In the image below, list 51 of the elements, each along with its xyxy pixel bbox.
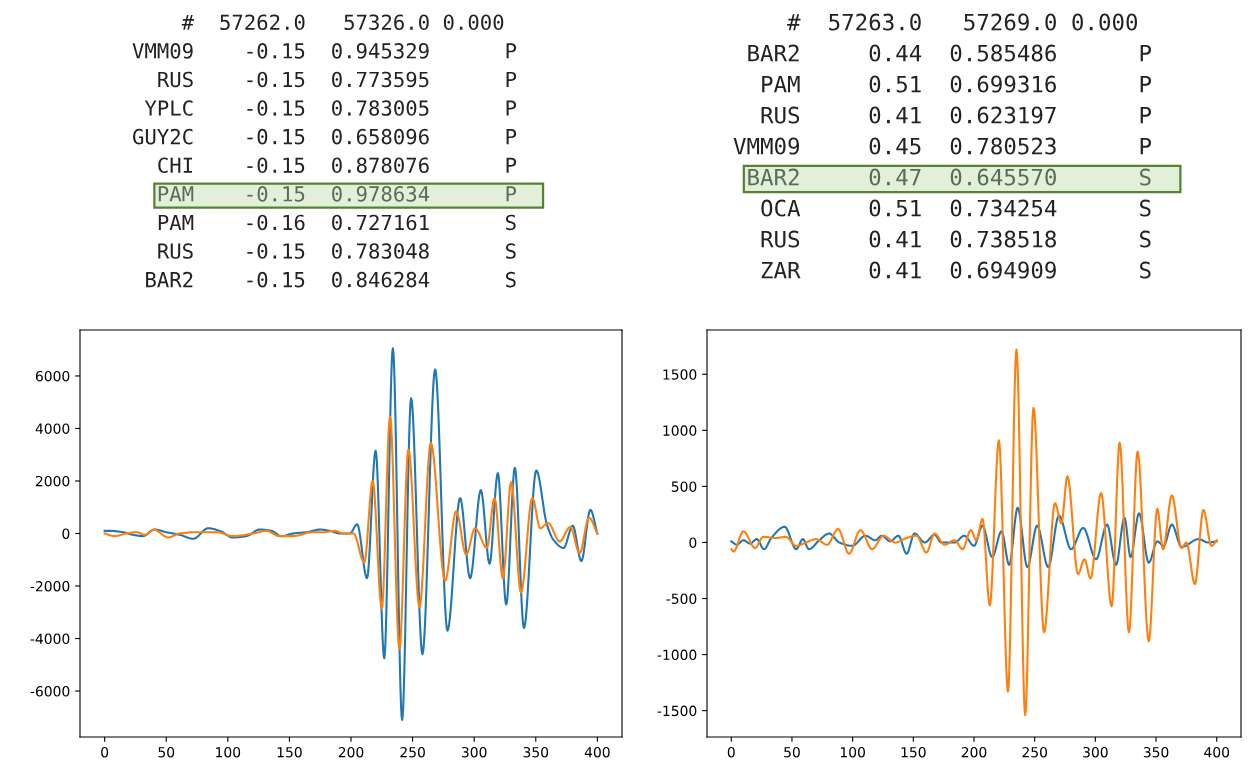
text: VMM09 0.45 0.780523 P xyxy=(733,137,1152,155)
y-tick-label: -500 xyxy=(666,593,697,604)
y-tick-label: -6000 xyxy=(30,686,70,697)
x-tick-label: 0 xyxy=(727,746,735,758)
text: # 57263.0 57269.0 0.000 xyxy=(787,13,1138,31)
y-tick-label: -1000 xyxy=(657,649,697,661)
text: PAM -0.16 0.727161 S xyxy=(158,214,516,231)
x-tick-label: 0 xyxy=(101,746,109,758)
y-tick-label: 1000 xyxy=(663,425,697,436)
text: ZAR 0.41 0.694909 S xyxy=(761,261,1151,279)
x-tick-label: 400 xyxy=(1204,746,1230,758)
text: # 57262.0 57326.0 0.000 xyxy=(181,14,504,31)
text: YPLC -0.15 0.783005 P xyxy=(144,100,517,116)
x-tick-label: 150 xyxy=(277,746,302,758)
x-tick-label: 100 xyxy=(840,746,865,758)
y-tick-label: 6000 xyxy=(35,370,70,382)
text: RUS -0.15 0.773595 P xyxy=(158,71,517,88)
x-tick-label: 250 xyxy=(400,746,425,758)
x-tick-label: 300 xyxy=(461,746,487,758)
text: BAR2 -0.15 0.846284 S xyxy=(146,271,516,288)
x-tick-label: 200 xyxy=(338,746,364,758)
y-tick-label: 0 xyxy=(62,528,70,539)
x-tick-label: 350 xyxy=(523,746,549,758)
text: VMM09 -0.15 0.945329 P xyxy=(132,43,517,59)
x-tick-label: 250 xyxy=(1022,746,1048,758)
text: OCA 0.51 0.734254 S xyxy=(761,199,1151,217)
y-tick-label: 0 xyxy=(689,537,697,548)
text: CHI -0.15 0.878076 P xyxy=(158,157,517,174)
y-tick-label: -2000 xyxy=(30,580,70,592)
y-tick-label: 4000 xyxy=(35,423,70,434)
text: BAR2 0.47 0.645570 S xyxy=(748,168,1151,186)
x-tick-label: 400 xyxy=(584,746,610,758)
text: PAM 0.51 0.699316 P xyxy=(762,75,1152,93)
text: GUY2C -0.15 0.658096 P xyxy=(133,128,517,145)
y-tick-label: 500 xyxy=(671,481,697,492)
y-tick-label: -1500 xyxy=(657,705,697,717)
x-tick-label: 100 xyxy=(216,746,241,758)
x-tick-label: 150 xyxy=(901,746,926,758)
x-tick-label: 50 xyxy=(158,746,175,758)
y-tick-label: -4000 xyxy=(30,633,70,645)
y-tick-label: 2000 xyxy=(35,475,70,487)
x-tick-label: 350 xyxy=(1143,746,1169,758)
y-tick-label: 1500 xyxy=(663,369,697,380)
x-tick-label: 300 xyxy=(1083,746,1108,758)
x-tick-label: 50 xyxy=(784,746,800,758)
text: RUS 0.41 0.738518 S xyxy=(761,230,1151,248)
x-tick-label: 200 xyxy=(961,746,987,758)
text: RUS -0.15 0.783048 S xyxy=(158,243,516,259)
text: BAR2 0.44 0.585486 P xyxy=(748,44,1152,62)
text: RUS 0.41 0.623197 P xyxy=(761,106,1152,124)
text: PAM -0.15 0.978634 P xyxy=(158,186,517,202)
